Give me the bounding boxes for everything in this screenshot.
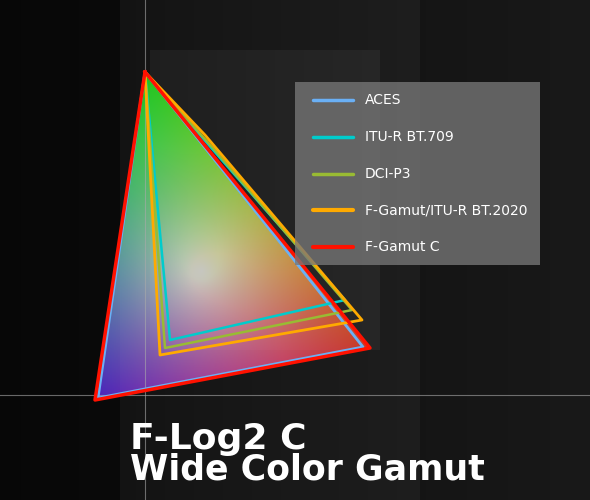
Text: ITU-R BT.709: ITU-R BT.709 [365,130,454,144]
Text: DCI-P3: DCI-P3 [365,166,411,180]
Bar [295,82,540,265]
Text: F-Log2 C: F-Log2 C [130,422,306,456]
Text: ACES: ACES [365,94,402,108]
Text: F-Gamut/ITU-R BT.2020: F-Gamut/ITU-R BT.2020 [365,203,527,217]
Text: F-Gamut C: F-Gamut C [365,240,440,254]
Text: Wide Color Gamut: Wide Color Gamut [130,452,485,486]
